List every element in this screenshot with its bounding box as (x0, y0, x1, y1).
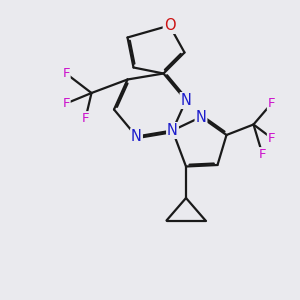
Text: F: F (268, 97, 275, 110)
Text: N: N (196, 110, 206, 124)
Text: F: F (82, 112, 89, 125)
Text: N: N (131, 129, 142, 144)
Text: N: N (181, 93, 191, 108)
Text: F: F (268, 131, 275, 145)
Text: F: F (259, 148, 266, 161)
Text: F: F (62, 97, 70, 110)
Text: N: N (167, 123, 178, 138)
Text: O: O (164, 18, 175, 33)
Text: F: F (62, 67, 70, 80)
